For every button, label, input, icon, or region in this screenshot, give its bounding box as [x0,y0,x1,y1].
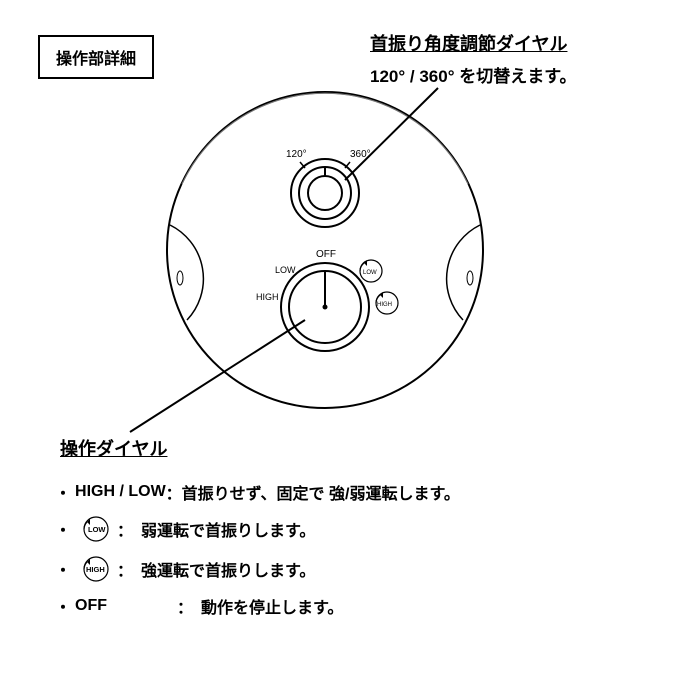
svg-text:HIGH: HIGH [86,565,105,574]
high-rotate-icon: HIGH [81,554,111,584]
operation-dial-group: OFF LOW HIGH LOW HIGH [256,249,398,351]
dial-low-label: LOW [275,265,296,275]
section-title-box: 操作部詳細 [38,35,154,79]
callout-operation-dial-title: 操作ダイヤル [60,435,167,461]
svg-text:LOW: LOW [363,270,377,276]
dial-high-rotate-icon: HIGH [376,292,398,314]
dial-low-rotate-icon: LOW [360,260,382,282]
low-rotate-icon: LOW [81,514,111,544]
control-panel-diagram: 120° 360° OFF LOW HIGH LOW HIGH [160,85,490,415]
angle-dial-group: 120° 360° [286,149,371,227]
dial-high-label: HIGH [256,292,279,302]
legend-off-text: ： 動作を停止します。 [177,594,343,618]
legend-row-high-rotate: ・ HIGH ： 強運転で首振りします。 [55,554,460,584]
svg-text:HIGH: HIGH [377,302,392,308]
angle-120-label: 120° [286,149,307,160]
legend-row-highlow: ・ HIGH / LOW ：首振りせず、固定で 強/弱運転します。 [55,480,460,504]
legend-off-label: OFF [75,597,107,615]
legend-low-rotate-text: ： 弱運転で首振りします。 [117,517,315,541]
dial-off-label: OFF [316,249,336,260]
legend-highlow-text: ：首振りせず、固定で 強/弱運転します。 [166,480,460,504]
callout-angle-dial-title: 首振り角度調節ダイヤル [370,30,567,56]
section-title-text: 操作部詳細 [56,51,136,68]
legend-high-rotate-text: ： 強運転で首振りします。 [117,557,315,581]
angle-360-label: 360° [350,149,371,160]
callout-angle-dial-sub: 120° / 360° を切替えます。 [370,62,577,87]
svg-text:LOW: LOW [88,525,106,534]
legend-row-low-rotate: ・ LOW ： 弱運転で首振りします。 [55,514,460,544]
legend-block: ・ HIGH / LOW ：首振りせず、固定で 強/弱運転します。 ・ LOW … [55,480,460,628]
legend-highlow-label: HIGH / LOW [75,483,166,501]
legend-row-off: ・ OFF ： 動作を停止します。 [55,594,460,618]
